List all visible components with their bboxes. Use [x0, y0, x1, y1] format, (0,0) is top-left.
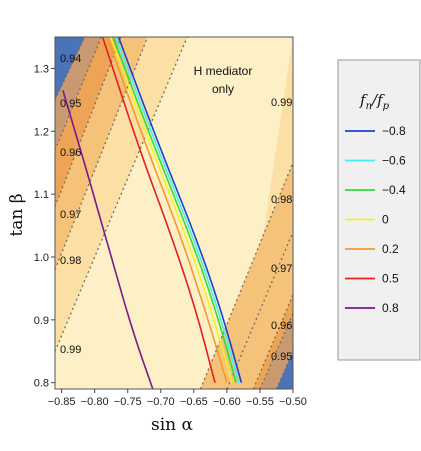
legend-label: −0.6	[382, 154, 406, 168]
series-line	[115, 37, 240, 383]
y-tick-label: 1.3	[34, 63, 49, 75]
contour-label: 0.96	[271, 320, 292, 332]
contour-label: 0.99	[271, 97, 292, 109]
series-curves	[62, 37, 243, 389]
legend-label: 0	[382, 213, 389, 227]
y-tick-label: 0.8	[34, 378, 49, 390]
contour-line	[275, 351, 293, 389]
contour-line	[252, 294, 293, 389]
contour-line	[55, 37, 149, 270]
contour-line	[55, 37, 102, 151]
series-line	[101, 37, 216, 383]
contour-lines	[55, 37, 293, 389]
contour-label: 0.94	[60, 53, 81, 65]
contour-band	[200, 162, 293, 389]
contour-line	[55, 37, 188, 352]
contour-line	[226, 231, 293, 389]
y-axis-title: tan β	[7, 193, 27, 236]
x-tick-label: −0.75	[114, 396, 142, 408]
legend-label: 0.5	[382, 272, 399, 286]
legend-label: 0.2	[382, 242, 399, 256]
contour-label: 0.99	[60, 344, 81, 356]
x-tick-label: −0.50	[279, 396, 307, 408]
legend-title: fn/fp	[359, 91, 390, 112]
contour-line	[55, 37, 86, 101]
contour-label: 0.97	[271, 263, 292, 275]
legend-entries: −0.8 −0.6 −0.4 0 0.2 0.5 0.8	[345, 124, 406, 315]
x-axis: −0.85 −0.80 −0.75 −0.70 −0.65 −0.60 −0.55 −0.50	[48, 389, 307, 408]
series-line	[109, 37, 233, 383]
x-tick-label: −0.80	[81, 396, 109, 408]
contour-labels-right: 0.99 0.98 0.97 0.96 0.95	[271, 97, 292, 363]
contour-line	[259, 313, 293, 389]
plot-frame	[54, 36, 294, 390]
x-tick-label: −0.85	[48, 396, 76, 408]
contour-label: 0.97	[60, 209, 81, 221]
legend-label: −0.8	[382, 124, 406, 138]
y-tick-label: 1.0	[34, 252, 49, 264]
x-tick-label: −0.60	[213, 396, 241, 408]
y-tick-label: 1.2	[34, 126, 49, 138]
contour-line	[199, 162, 293, 389]
contour-label: 0.95	[271, 351, 292, 363]
legend: fn/fp −0.8 −0.6 −0.4 0 0.2 0.5 0.8	[337, 59, 421, 361]
y-axis: 0.8 0.9 1.0 1.1 1.2 1.3	[34, 63, 55, 390]
x-tick-label: −0.70	[147, 396, 175, 408]
legend-box	[337, 59, 421, 361]
y-tick-label: 1.1	[34, 189, 49, 201]
contour-label: 0.96	[60, 147, 81, 159]
y-tick-label: 0.9	[34, 315, 49, 327]
legend-label: −0.4	[382, 183, 406, 197]
annotation-line-1: H mediator	[194, 64, 253, 78]
contour-labels-left: 0.94 0.95 0.96 0.97 0.98 0.99	[60, 53, 81, 356]
series-line	[117, 37, 243, 383]
contour-band	[55, 37, 85, 100]
contour-label: 0.98	[271, 194, 292, 206]
x-tick-label: −0.65	[180, 396, 208, 408]
x-axis-title: sin α	[151, 415, 194, 435]
plot-area	[55, 37, 293, 389]
annotation-line-2: only	[212, 82, 234, 96]
x-tick-label: −0.55	[246, 396, 274, 408]
legend-label: 0.8	[382, 301, 399, 315]
contour-line	[55, 37, 122, 207]
contour-label: 0.95	[60, 98, 81, 110]
contour-label: 0.98	[60, 255, 81, 267]
series-line	[62, 90, 154, 389]
series-line	[112, 37, 237, 383]
series-line	[106, 37, 228, 383]
